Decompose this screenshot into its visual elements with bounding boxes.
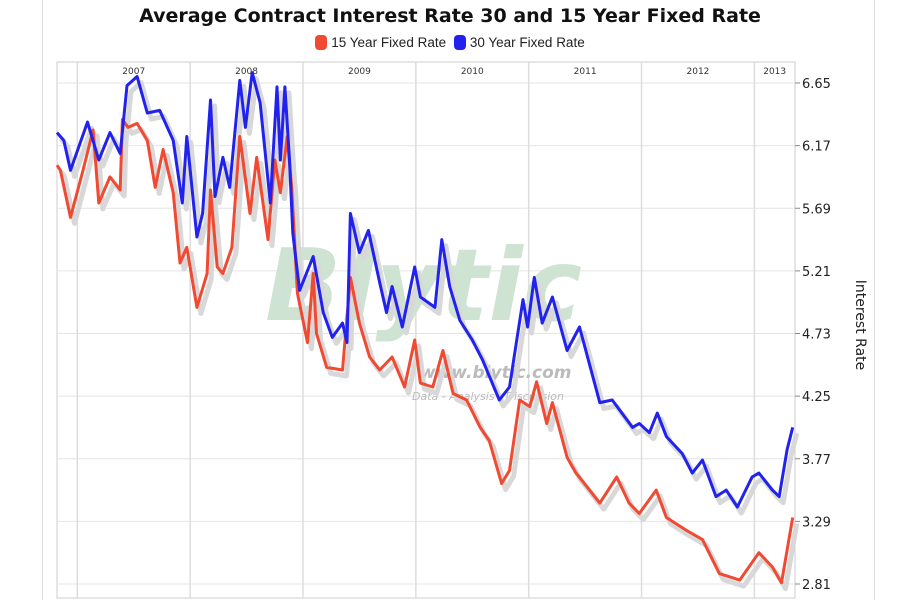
series-line-30-year[interactable] [55,71,795,509]
series-shadow [59,76,800,516]
x-tick-label: 2011 [574,67,597,77]
x-tick-label: 2009 [348,67,371,77]
x-tick-label: 2007 [122,67,145,77]
y-tick-label: 3.29 [802,515,831,530]
x-axis-ticks: 2007 2008 2009 2010 2011 2012 2013 [122,67,786,77]
x-tick-label: 2008 [235,67,258,77]
y-tick-label: 4.25 [802,390,831,405]
legend-swatch-15-year [315,35,328,50]
series-shadow [58,123,800,592]
y-tick-label: 4.73 [802,328,831,343]
watermark-url: www.blytic.com [420,363,572,383]
legend-label-30-year: 30 Year Fixed Rate [469,35,585,50]
y-tick-label: 5.69 [802,202,831,217]
y-tick-label: 6.65 [802,77,831,92]
y-tick-label: 6.17 [802,140,831,155]
y-axis-title: Interest Rate [852,280,868,371]
y-tick-label: 3.77 [802,453,831,468]
legend-item-15-year[interactable]: 15 Year Fixed Rate [315,35,446,50]
x-tick-label: 2013 [763,67,786,77]
chart-frame [42,0,875,600]
chart-title: Average Contract Interest Rate 30 and 15… [139,5,761,27]
legend-label-15-year: 15 Year Fixed Rate [331,35,447,50]
legend-swatch-30-year [453,35,466,50]
legend: 15 Year Fixed Rate 30 Year Fixed Rate [0,35,900,53]
plot-border [56,61,796,599]
series-lines [55,71,800,592]
series-line-15-year[interactable] [55,118,795,585]
legend-item-30-year[interactable]: 30 Year Fixed Rate [453,35,585,50]
y-tick-label: 5.21 [802,265,831,280]
x-tick-label: 2010 [461,67,484,77]
watermark-tagline: Data - Analysis - Discussion [412,390,564,403]
x-tick-label: 2012 [687,67,710,77]
y-axis-ticks: 6.65 6.17 5.69 5.21 4.73 4.25 3.77 3.29 2.81 [795,77,831,593]
y-tick-label: 2.81 [802,578,831,593]
